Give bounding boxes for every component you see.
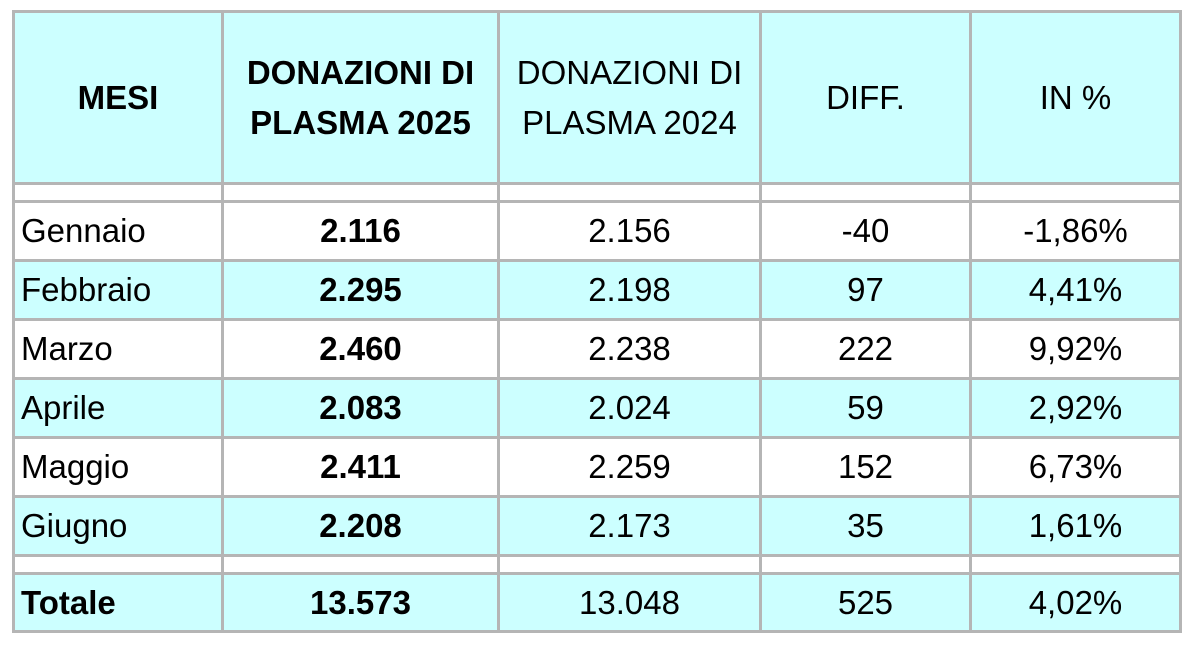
table-row: Febbraio 2.295 2.198 97 4,41% <box>12 259 1182 321</box>
percent-cell: 4,41% <box>969 259 1182 321</box>
diff-cell: 59 <box>759 377 972 439</box>
table-row: Gennaio 2.116 2.156 -40 -1,86% <box>12 200 1182 262</box>
total-row: Totale 13.573 13.048 525 4,02% <box>12 572 1182 633</box>
spacer-row <box>12 182 1182 203</box>
month-cell: Maggio <box>12 436 224 498</box>
diff-cell: 152 <box>759 436 972 498</box>
header-donazioni-2025: DONAZIONI DI PLASMA 2025 <box>221 10 500 185</box>
diff-cell: 35 <box>759 495 972 557</box>
spacer-row <box>12 554 1182 575</box>
table-row: Giugno 2.208 2.173 35 1,61% <box>12 495 1182 557</box>
donations-2024-cell: 2.173 <box>497 495 762 557</box>
diff-cell: 222 <box>759 318 972 380</box>
donations-2024-cell: 2.024 <box>497 377 762 439</box>
table-row: Aprile 2.083 2.024 59 2,92% <box>12 377 1182 439</box>
header-diff: DIFF. <box>759 10 972 185</box>
table-row: Maggio 2.411 2.259 152 6,73% <box>12 436 1182 498</box>
donations-2024-cell: 2.238 <box>497 318 762 380</box>
total-donations-2025: 13.573 <box>221 572 500 633</box>
donations-2025-cell: 2.208 <box>221 495 500 557</box>
header-mesi: MESI <box>12 10 224 185</box>
donations-2025-cell: 2.411 <box>221 436 500 498</box>
donations-2024-cell: 2.259 <box>497 436 762 498</box>
total-percent: 4,02% <box>969 572 1182 633</box>
header-percent: IN % <box>969 10 1182 185</box>
month-cell: Marzo <box>12 318 224 380</box>
percent-cell: 1,61% <box>969 495 1182 557</box>
plasma-donations-table: MESI DONAZIONI DI PLASMA 2025 DONAZIONI D… <box>12 10 1182 633</box>
percent-cell: 6,73% <box>969 436 1182 498</box>
month-cell: Giugno <box>12 495 224 557</box>
total-donations-2024: 13.048 <box>497 572 762 633</box>
diff-cell: -40 <box>759 200 972 262</box>
month-cell: Gennaio <box>12 200 224 262</box>
table-row: Marzo 2.460 2.238 222 9,92% <box>12 318 1182 380</box>
donations-2025-cell: 2.460 <box>221 318 500 380</box>
percent-cell: -1,86% <box>969 200 1182 262</box>
month-cell: Aprile <box>12 377 224 439</box>
header-row: MESI DONAZIONI DI PLASMA 2025 DONAZIONI D… <box>12 10 1182 185</box>
donations-2025-cell: 2.083 <box>221 377 500 439</box>
total-diff: 525 <box>759 572 972 633</box>
diff-cell: 97 <box>759 259 972 321</box>
donations-2025-cell: 2.116 <box>221 200 500 262</box>
donations-2024-cell: 2.156 <box>497 200 762 262</box>
donations-2025-cell: 2.295 <box>221 259 500 321</box>
percent-cell: 2,92% <box>969 377 1182 439</box>
total-label: Totale <box>12 572 224 633</box>
month-cell: Febbraio <box>12 259 224 321</box>
donations-2024-cell: 2.198 <box>497 259 762 321</box>
percent-cell: 9,92% <box>969 318 1182 380</box>
header-donazioni-2024: DONAZIONI DI PLASMA 2024 <box>497 10 762 185</box>
